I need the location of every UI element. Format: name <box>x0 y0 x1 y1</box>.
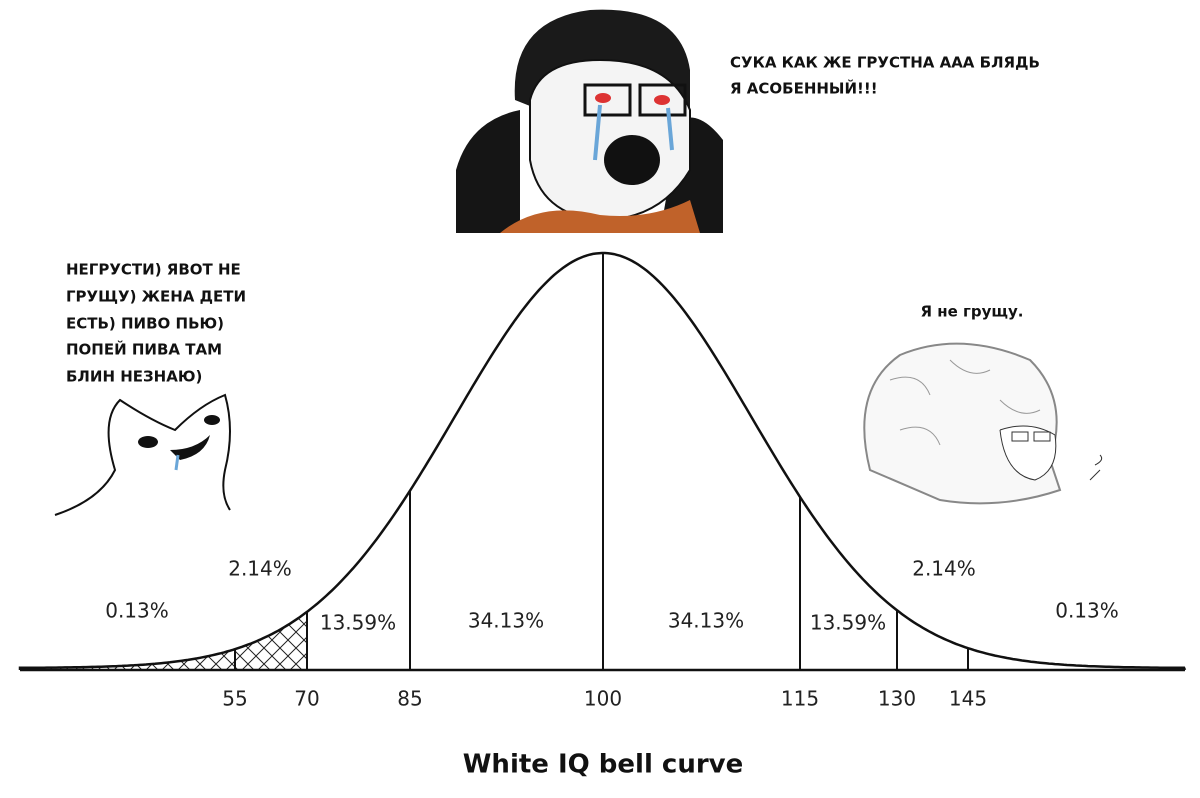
speech-line: Я не грущу. <box>921 303 1024 321</box>
speech-line: Я АСОБЕННЫЙ!!! <box>730 79 878 98</box>
speech-line: ГРУЩУ) ЖЕНА ДЕТИ <box>66 288 246 306</box>
axis-label: 115 <box>781 687 819 711</box>
happy-wojak <box>54 393 231 516</box>
speech-line: ПОПЕЙ ПИВА ТАМ <box>66 340 222 359</box>
speech-line: СУКА КАК ЖЕ ГРУСТНА ААА БЛЯДЬ <box>730 54 1040 72</box>
speech-line: ЕСТЬ) ПИВО ПЬЮ) <box>66 315 224 333</box>
speech-line: БЛИН НЕЗНАЮ) <box>66 368 202 386</box>
axis-label: 145 <box>949 687 987 711</box>
bell-curve: 55 70 85 100 115 130 145 0.13% 2.14% 13.59% 34.13%… <box>18 251 1187 711</box>
tail-hatch <box>30 612 307 670</box>
region-label: 0.13% <box>105 599 169 623</box>
axis-label: 55 <box>222 687 247 711</box>
axis-label: 70 <box>294 687 319 711</box>
axis-label: 100 <box>584 687 622 711</box>
region-label: 34.13% <box>668 609 744 633</box>
crying-wojak <box>456 0 723 233</box>
axis-label: 85 <box>397 687 422 711</box>
region-label: 2.14% <box>912 557 976 581</box>
region-label: 34.13% <box>468 609 544 633</box>
speech-line: НЕГРУСТИ) ЯВОТ НЕ <box>66 261 241 279</box>
axis-label: 130 <box>878 687 916 711</box>
region-label: 13.59% <box>320 611 396 635</box>
region-label: 2.14% <box>228 557 292 581</box>
brain-wojak <box>863 342 1103 505</box>
region-label: 13.59% <box>810 611 886 635</box>
title: White IQ bell curve <box>463 750 744 780</box>
region-label: 0.13% <box>1055 599 1119 623</box>
